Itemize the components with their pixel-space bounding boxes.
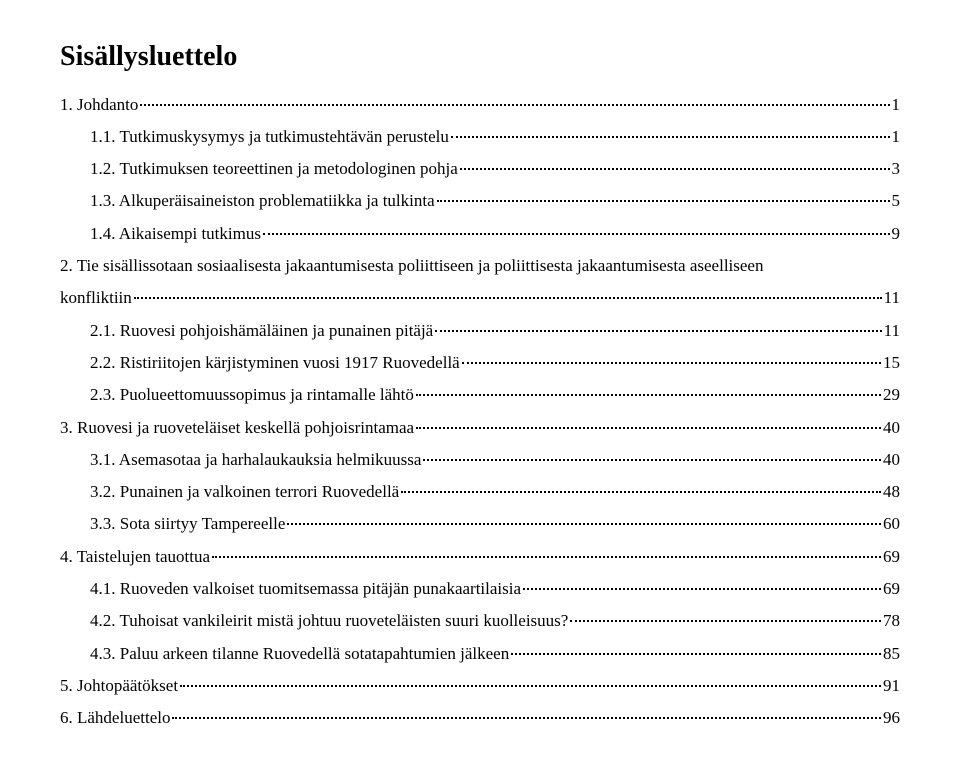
toc-dots [451,136,890,138]
toc-entry: 4.1. Ruoveden valkoiset tuomitsemassa pi… [60,573,900,605]
toc-entry: 5. Johtopäätökset 91 [60,670,900,702]
toc-page: 1 [892,121,901,153]
toc-page: 3 [892,153,901,185]
toc-page: 69 [883,541,900,573]
toc-label: 1. Johdanto [60,89,138,121]
toc-dots [416,427,881,429]
toc-entry: 2. Tie sisällissotaan sosiaalisesta jaka… [60,250,900,282]
toc-label: 6. Lähdeluettelo [60,702,170,734]
toc-entry: 1.4. Aikaisempi tutkimus 9 [60,218,900,250]
page-title: Sisällysluettelo [60,40,900,74]
toc-entry: konfliktiin 11 [60,282,900,314]
toc-dots [435,330,881,332]
toc-entry: 2.3. Puolueettomuussopimus ja rintamalle… [60,379,900,411]
toc-page: 1 [892,89,901,121]
toc-dots [570,620,881,622]
toc-entry: 3.2. Punainen ja valkoinen terrori Ruove… [60,476,900,508]
toc-entry: 2.2. Ristiriitojen kärjistyminen vuosi 1… [60,347,900,379]
toc-dots [287,523,881,525]
toc-label: 1.4. Aikaisempi tutkimus [90,218,261,250]
toc-entry: 1.2. Tutkimuksen teoreettinen ja metodol… [60,153,900,185]
toc-entry: 1.3. Alkuperäisaineiston problematiikka … [60,185,900,217]
toc-entry: 4.2. Tuhoisat vankileirit mistä johtuu r… [60,605,900,637]
toc-entry: 2.1. Ruovesi pohjoishämäläinen ja punain… [60,315,900,347]
toc-page: 48 [883,476,900,508]
toc-page: 60 [883,508,900,540]
toc-entry: 1. Johdanto 1 [60,89,900,121]
toc-dots [263,233,890,235]
toc-page: 11 [884,282,900,314]
toc-dots [416,394,881,396]
toc-label: 4.2. Tuhoisat vankileirit mistä johtuu r… [90,605,568,637]
toc-label: 3. Ruovesi ja ruoveteläiset keskellä poh… [60,412,414,444]
toc-page: 9 [892,218,901,250]
toc-dots [180,685,881,687]
toc-label: 5. Johtopäätökset [60,670,178,702]
toc-label: 4. Taistelujen tauottua [60,541,210,573]
toc-label: 1.1. Tutkimuskysymys ja tutkimustehtävän… [90,121,449,153]
toc-page: 40 [883,412,900,444]
toc-entry: 3.1. Asemasotaa ja harhalaukauksia helmi… [60,444,900,476]
toc-page: 5 [892,185,901,217]
toc-page: 85 [883,638,900,670]
toc-page: 91 [883,670,900,702]
toc-label: 4.1. Ruoveden valkoiset tuomitsemassa pi… [90,573,521,605]
toc-page: 69 [883,573,900,605]
toc-entry: 6. Lähdeluettelo 96 [60,702,900,734]
toc-label: 3.2. Punainen ja valkoinen terrori Ruove… [90,476,399,508]
toc-page: 29 [883,379,900,411]
toc-label: 2.1. Ruovesi pohjoishämäläinen ja punain… [90,315,433,347]
toc-page: 96 [883,702,900,734]
toc-dots [511,653,881,655]
toc-label: 1.2. Tutkimuksen teoreettinen ja metodol… [90,153,458,185]
toc-label: 1.3. Alkuperäisaineiston problematiikka … [90,185,435,217]
toc-entry: 3.3. Sota siirtyy Tampereelle 60 [60,508,900,540]
toc-dots [212,556,881,558]
toc-label: 2.2. Ristiriitojen kärjistyminen vuosi 1… [90,347,460,379]
toc-dots [462,362,881,364]
toc-page: 11 [884,315,900,347]
toc-label: 2. Tie sisällissotaan sosiaalisesta jaka… [60,250,763,282]
toc-dots [134,297,882,299]
toc-page: 78 [883,605,900,637]
toc-label: 3.3. Sota siirtyy Tampereelle [90,508,285,540]
toc-dots [423,459,881,461]
toc-page: 40 [883,444,900,476]
toc-dots [172,717,881,719]
toc-dots [401,491,881,493]
toc-dots [140,104,889,106]
toc-entry: 3. Ruovesi ja ruoveteläiset keskellä poh… [60,412,900,444]
toc-label: 4.3. Paluu arkeen tilanne Ruovedellä sot… [90,638,509,670]
toc-page: 15 [883,347,900,379]
toc-label: 2.3. Puolueettomuussopimus ja rintamalle… [90,379,414,411]
toc-entry: 1.1. Tutkimuskysymys ja tutkimustehtävän… [60,121,900,153]
table-of-contents: 1. Johdanto 1 1.1. Tutkimuskysymys ja tutk… [60,89,900,735]
toc-dots [460,168,890,170]
toc-dots [437,200,890,202]
toc-dots [523,588,881,590]
toc-label: konfliktiin [60,282,132,314]
toc-label: 3.1. Asemasotaa ja harhalaukauksia helmi… [90,444,421,476]
toc-entry: 4.3. Paluu arkeen tilanne Ruovedellä sot… [60,638,900,670]
toc-entry: 4. Taistelujen tauottua 69 [60,541,900,573]
